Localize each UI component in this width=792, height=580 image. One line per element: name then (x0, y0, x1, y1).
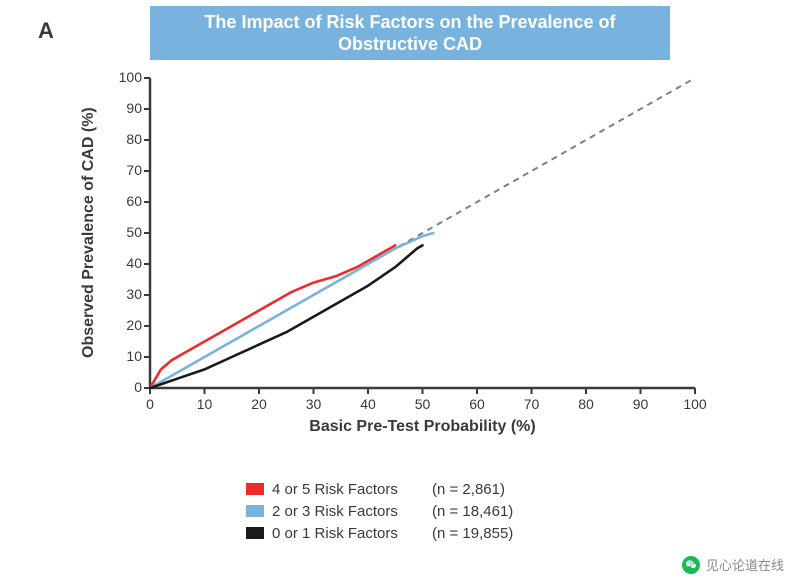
x-tick-label: 60 (465, 396, 489, 412)
x-tick-label: 50 (411, 396, 435, 412)
x-tick-label: 70 (520, 396, 544, 412)
y-tick-label: 50 (110, 224, 142, 240)
y-tick-label: 30 (110, 286, 142, 302)
x-tick-label: 100 (683, 396, 707, 412)
legend: 4 or 5 Risk Factors(n = 2,861)2 or 3 Ris… (246, 478, 513, 544)
x-tick-label: 40 (356, 396, 380, 412)
x-tick-label: 90 (629, 396, 653, 412)
legend-swatch (246, 527, 264, 539)
x-tick-label: 10 (193, 396, 217, 412)
y-tick-label: 40 (110, 255, 142, 271)
y-tick-label: 100 (110, 69, 142, 85)
wechat-icon (682, 556, 700, 574)
legend-item: 4 or 5 Risk Factors(n = 2,861) (246, 478, 513, 500)
chart-title-banner: The Impact of Risk Factors on the Preval… (150, 6, 670, 60)
panel-label: A (38, 18, 54, 44)
x-tick-label: 0 (138, 396, 162, 412)
y-tick-label: 90 (110, 100, 142, 116)
watermark-text: 见心论道在线 (706, 555, 784, 574)
watermark: 见心论道在线 (682, 555, 784, 574)
legend-count: (n = 19,855) (432, 525, 513, 542)
series-line (150, 245, 423, 388)
legend-label: 4 or 5 Risk Factors (272, 481, 432, 498)
y-tick-label: 0 (110, 379, 142, 395)
legend-item: 0 or 1 Risk Factors(n = 19,855) (246, 522, 513, 544)
x-axis-label: Basic Pre-Test Probability (%) (150, 418, 695, 436)
y-tick-label: 10 (110, 348, 142, 364)
legend-label: 2 or 3 Risk Factors (272, 503, 432, 520)
x-tick-label: 30 (302, 396, 326, 412)
y-tick-label: 60 (110, 193, 142, 209)
legend-count: (n = 18,461) (432, 503, 513, 520)
y-tick-label: 70 (110, 162, 142, 178)
chart-container (150, 78, 695, 393)
series-line (150, 233, 433, 388)
x-tick-label: 20 (247, 396, 271, 412)
legend-label: 0 or 1 Risk Factors (272, 525, 432, 542)
legend-item: 2 or 3 Risk Factors(n = 18,461) (246, 500, 513, 522)
y-axis-label: Observed Prevalence of CAD (%) (80, 88, 98, 378)
x-tick-label: 80 (574, 396, 598, 412)
line-chart (150, 78, 695, 388)
legend-count: (n = 2,861) (432, 481, 505, 498)
y-tick-label: 80 (110, 131, 142, 147)
y-tick-label: 20 (110, 317, 142, 333)
legend-swatch (246, 483, 264, 495)
chart-title: The Impact of Risk Factors on the Preval… (160, 11, 660, 56)
legend-swatch (246, 505, 264, 517)
